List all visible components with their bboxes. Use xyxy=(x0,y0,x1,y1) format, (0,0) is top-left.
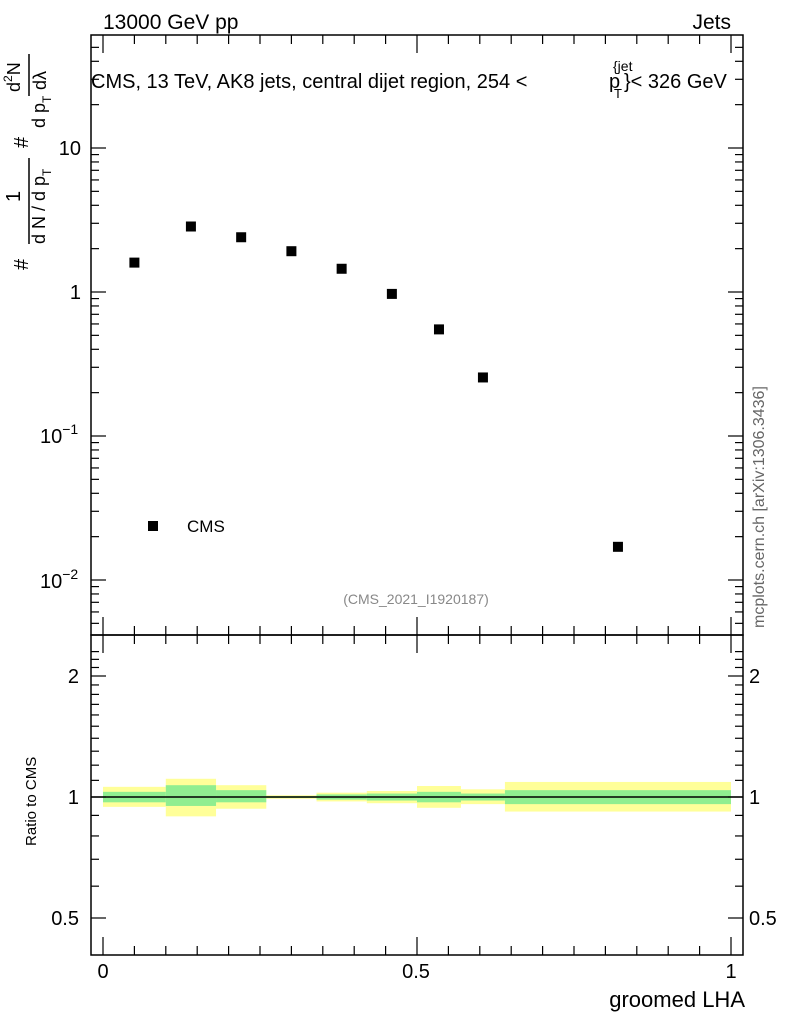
ratio-y-axis-label: Ratio to CMS xyxy=(23,757,40,846)
legend-marker xyxy=(148,521,158,531)
data-point xyxy=(433,324,444,335)
ratio-y-tick-label-05-left: 0.5 xyxy=(51,908,79,930)
ratio-y-tick-labels: 2 1 0.5 2 1 0.5 xyxy=(51,666,777,930)
y-label-one: 1 xyxy=(3,191,25,202)
ratio-band-inner-2 xyxy=(216,790,267,803)
x-tick-label-1: 1 xyxy=(725,961,736,983)
data-point xyxy=(129,257,140,268)
ratio-band-inner-1 xyxy=(165,785,217,806)
data-point xyxy=(336,263,347,274)
y-label-hash-2: # xyxy=(11,136,33,148)
energy-label: 13000 GeV pp xyxy=(103,11,238,34)
main-data-points xyxy=(129,221,623,552)
legend: CMS xyxy=(148,517,225,536)
data-point xyxy=(612,541,623,552)
x-tick-label-05: 0.5 xyxy=(402,961,430,983)
data-point xyxy=(286,246,297,257)
y-label-dpT: d pT xyxy=(29,95,54,128)
x-tick-labels: 0 0.5 1 xyxy=(97,961,736,983)
y-label-hash-1: # xyxy=(11,258,33,270)
y-label-dN-dpT: d N / d pT xyxy=(29,168,54,244)
data-point xyxy=(185,221,196,232)
ratio-y-tick-label-05-right: 0.5 xyxy=(749,908,777,930)
analysis-id: (CMS_2021_I1920187) xyxy=(343,591,489,607)
ratio-y-tick-label-2-left: 2 xyxy=(68,666,79,688)
y-label-dlambda: dλ xyxy=(30,71,50,90)
main-y-axis-label: # 1 d N / d pT # d pT d2N dλ xyxy=(1,54,54,270)
y-tick-label-1e-2: 10−2 xyxy=(40,566,78,593)
ratio-axis-ticks xyxy=(91,635,743,955)
y-label-d2N: d2N xyxy=(1,62,24,92)
main-plot-frame xyxy=(90,34,744,636)
data-point xyxy=(386,288,397,299)
category-label: Jets xyxy=(692,11,731,34)
x-tick-label-0: 0 xyxy=(97,961,108,983)
main-axis-ticks xyxy=(91,35,743,635)
data-point xyxy=(236,232,247,243)
legend-label: CMS xyxy=(187,517,225,536)
data-point xyxy=(477,372,488,383)
ratio-y-tick-label-1-left: 1 xyxy=(68,787,79,809)
ratio-y-tick-label-2-right: 2 xyxy=(749,666,760,688)
chart-title: CMS, 13 TeV, AK8 jets, central dijet reg… xyxy=(91,54,728,103)
ratio-y-tick-label-1-right: 1 xyxy=(749,787,760,809)
main-y-tick-labels: 10−2 10−1 1 10 xyxy=(40,138,81,593)
x-axis-label: groomed LHA xyxy=(609,987,745,1012)
y-tick-label-1e-1: 10−1 xyxy=(40,421,78,448)
y-tick-label-1: 1 xyxy=(70,282,81,304)
y-tick-label-10: 10 xyxy=(59,138,81,160)
mcplots-side-label: mcplots.cern.ch [arXiv:1306.3436] xyxy=(751,386,768,628)
